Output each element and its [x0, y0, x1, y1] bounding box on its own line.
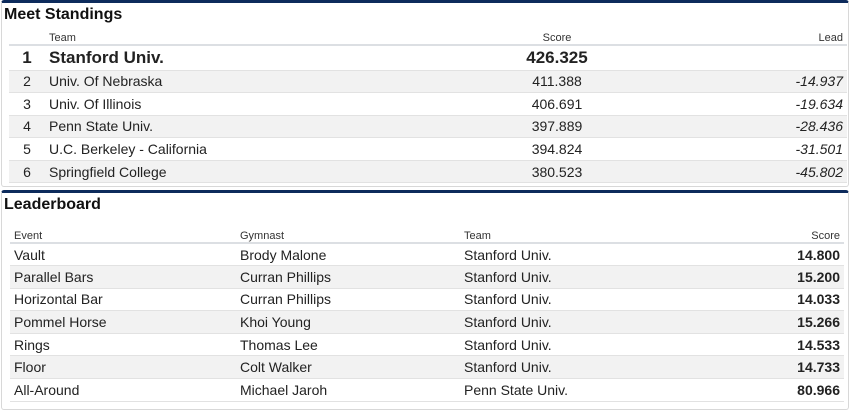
meet-standings-panel: Meet Standings Team Score Lead 1 Stanford…: [1, 0, 849, 187]
leaderboard-score: 14.533: [724, 333, 844, 357]
leaderboard-score: 80.966: [724, 378, 844, 402]
leaderboard-event: Parallel Bars: [10, 265, 236, 289]
leaderboard-gymnast: Colt Walker: [236, 355, 460, 380]
leaderboard-gymnast: Curran Phillips: [236, 265, 460, 289]
leaderboard-score: 15.266: [724, 310, 844, 334]
standings-team: Univ. Of Nebraska: [45, 70, 457, 94]
standings-table: Team Score Lead 1 Stanford Univ. 426.325 2 U…: [9, 28, 847, 184]
leaderboard-gymnast: Brody Malone: [236, 243, 460, 267]
leaderboard-event: All-Around: [10, 378, 236, 402]
lead-header: Lead: [657, 28, 847, 46]
leaderboard-title: Leaderboard: [4, 196, 101, 213]
leaderboard-gymnast: Michael Jaroh: [236, 378, 460, 402]
leaderboard-table: Event Gymnast Team Score Vault Brody Malo…: [10, 226, 844, 402]
leaderboard-row: Parallel Bars Curran Phillips Stanford Uni…: [10, 265, 844, 289]
standings-row: 6 Springfield College 380.523 -45.802: [9, 160, 847, 184]
leaderboard-gymnast: Curran Phillips: [236, 288, 460, 312]
standings-lead: -45.802: [657, 160, 847, 184]
team-header: Team: [460, 226, 725, 244]
standings-team: Univ. Of Illinois: [45, 92, 457, 116]
standings-rank: 3: [9, 92, 45, 116]
standings-lead: -14.937: [657, 70, 847, 94]
standings-row: 5 U.C. Berkeley - California 394.824 -31.50…: [9, 137, 847, 161]
standings-score: 380.523: [457, 160, 657, 184]
leaderboard-row: Vault Brody Malone Stanford Univ. 14.800: [10, 243, 844, 267]
standings-rank: 4: [9, 115, 45, 139]
leaderboard-row: All-Around Michael Jaroh Penn State Univ. 8…: [10, 378, 844, 402]
rank-header: [9, 28, 45, 46]
standings-team: Penn State Univ.: [45, 115, 457, 139]
score-header: Score: [724, 226, 844, 244]
standings-score: 394.824: [457, 137, 657, 161]
leaderboard-team: Penn State Univ.: [460, 378, 725, 402]
leaderboard-event: Vault: [10, 243, 236, 267]
standings-row: 2 Univ. Of Nebraska 411.388 -14.937: [9, 70, 847, 94]
score-header: Score: [457, 28, 657, 46]
standings-rank: 5: [9, 137, 45, 161]
leaderboard-row: Pommel Horse Khoi Young Stanford Univ. 15.2…: [10, 310, 844, 334]
leaderboard-score: 15.200: [724, 265, 844, 289]
leaderboard-team: Stanford Univ.: [460, 333, 725, 357]
leaderboard-team: Stanford Univ.: [460, 288, 725, 312]
leaderboard-event: Floor: [10, 355, 236, 380]
standings-row: 3 Univ. Of Illinois 406.691 -19.634: [9, 92, 847, 116]
standings-lead: -31.501: [657, 137, 847, 161]
leaderboard-gymnast: Khoi Young: [236, 310, 460, 334]
standings-row: 4 Penn State Univ. 397.889 -28.436: [9, 115, 847, 139]
leaderboard-team: Stanford Univ.: [460, 355, 725, 380]
leaderboard-event: Pommel Horse: [10, 310, 236, 334]
leaderboard-event: Rings: [10, 333, 236, 357]
standings-title: Meet Standings: [4, 6, 123, 23]
standings-score: 411.388: [457, 70, 657, 94]
leaderboard-row: Floor Colt Walker Stanford Univ. 14.733: [10, 355, 844, 380]
team-header: Team: [45, 28, 457, 46]
gymnast-header: Gymnast: [236, 226, 460, 244]
standings-team: U.C. Berkeley - California: [45, 137, 457, 161]
leaderboard-row: Rings Thomas Lee Stanford Univ. 14.533: [10, 333, 844, 357]
standings-score: 397.889: [457, 115, 657, 139]
leaderboard-event: Horizontal Bar: [10, 288, 236, 312]
standings-team: Stanford Univ.: [45, 45, 457, 71]
standings-score: 426.325: [457, 45, 657, 71]
standings-score: 406.691: [457, 92, 657, 116]
event-header: Event: [10, 226, 236, 244]
leaderboard-score: 14.033: [724, 288, 844, 312]
standings-rank: 2: [9, 70, 45, 94]
standings-lead: -19.634: [657, 92, 847, 116]
leaderboard-team: Stanford Univ.: [460, 265, 725, 289]
standings-team: Springfield College: [45, 160, 457, 184]
standings-lead: -28.436: [657, 115, 847, 139]
leaderboard-score: 14.800: [724, 243, 844, 267]
standings-row: 1 Stanford Univ. 426.325: [9, 45, 847, 71]
standings-rank: 1: [9, 45, 45, 71]
standings-rank: 6: [9, 160, 45, 184]
leaderboard-gymnast: Thomas Lee: [236, 333, 460, 357]
standings-lead: [657, 45, 847, 71]
leaderboard-team: Stanford Univ.: [460, 310, 725, 334]
leaderboard-row: Horizontal Bar Curran Phillips Stanford Un…: [10, 288, 844, 312]
leaderboard-team: Stanford Univ.: [460, 243, 725, 267]
leaderboard-score: 14.733: [724, 355, 844, 380]
leaderboard-panel: Leaderboard Event Gymnast Team Score Vau…: [1, 190, 849, 410]
